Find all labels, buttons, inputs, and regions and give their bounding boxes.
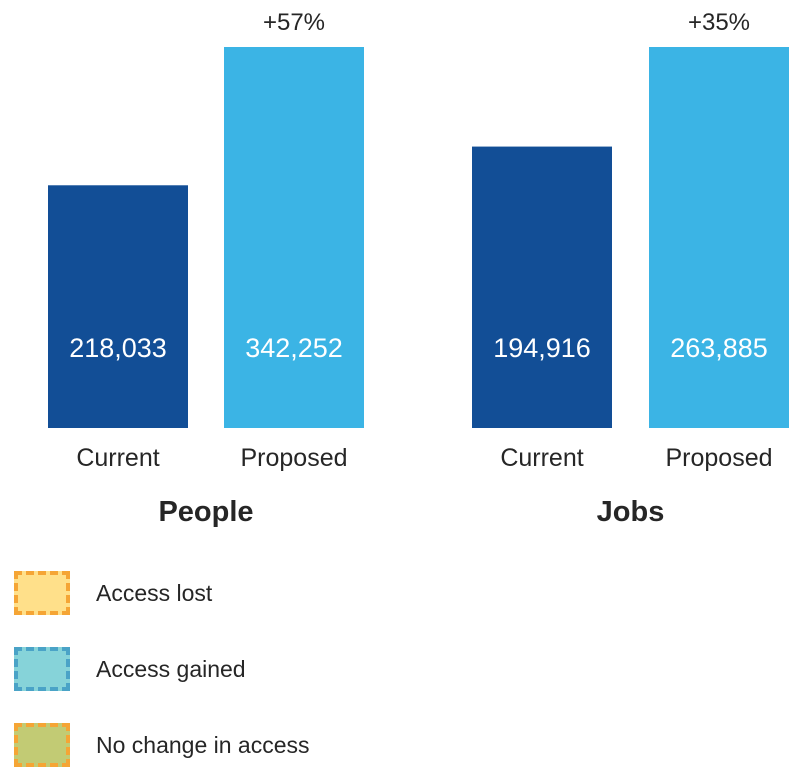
group-title-people: People — [158, 496, 253, 528]
value-label-jobs-current: 194,916 — [493, 333, 591, 363]
bar-jobs-current — [472, 146, 612, 428]
legend-swatch-no-change — [14, 723, 70, 767]
category-label-people-proposed: Proposed — [240, 444, 347, 472]
legend-label-no-change: No change in access — [96, 731, 310, 758]
jobs-group: 194,916 263,885 +35% Current Proposed Jo… — [472, 9, 789, 528]
change-label-jobs: +35% — [688, 9, 750, 36]
legend-label-access-gained: Access gained — [96, 655, 246, 682]
legend-item-no-change: No change in access — [14, 707, 310, 783]
value-label-people-current: 218,033 — [69, 333, 167, 363]
people-group: 218,033 342,252 +57% Current Proposed Pe… — [48, 9, 364, 528]
value-label-people-proposed: 342,252 — [245, 333, 343, 363]
legend-label-access-lost: Access lost — [96, 579, 213, 606]
value-label-jobs-proposed: 263,885 — [670, 333, 768, 363]
legend-swatch-access-lost — [14, 571, 70, 615]
legend-swatch-access-gained — [14, 647, 70, 691]
bar-people-current — [48, 185, 188, 428]
bar-people-proposed — [224, 47, 364, 428]
category-label-jobs-current: Current — [500, 444, 583, 472]
group-title-jobs: Jobs — [597, 496, 665, 528]
legend-item-access-gained: Access gained — [14, 631, 310, 707]
bar-chart: 218,033 342,252 +57% Current Proposed Pe… — [48, 9, 789, 528]
legend-item-access-lost: Access lost — [14, 555, 310, 631]
category-label-people-current: Current — [76, 444, 159, 472]
change-label-people: +57% — [263, 9, 325, 36]
category-label-jobs-proposed: Proposed — [665, 444, 772, 472]
bar-jobs-proposed — [649, 47, 789, 428]
